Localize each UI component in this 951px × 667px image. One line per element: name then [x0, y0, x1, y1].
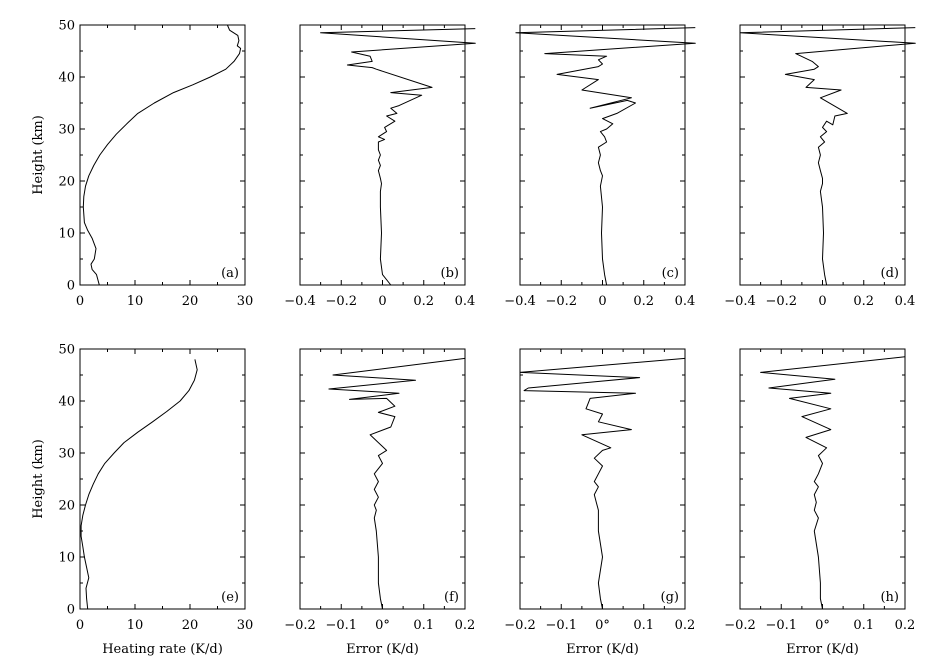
x-tick-label: 0° [375, 618, 390, 633]
x-axis-title: Error (K/d) [786, 642, 859, 657]
data-line [328, 357, 466, 610]
data-line [80, 359, 198, 610]
x-tick-label: −0.1 [765, 618, 797, 633]
panel-frame [519, 348, 686, 610]
y-tick-label: 20 [58, 499, 75, 514]
x-tick-label: 0 [818, 294, 826, 309]
panel-label: (e) [221, 590, 239, 605]
panel-label: (b) [441, 266, 459, 281]
x-tick-label: 0.1 [853, 618, 874, 633]
x-tick-label: −0.2 [724, 618, 756, 633]
x-tick-label: −0.2 [545, 294, 577, 309]
x-tick-label: 0° [595, 618, 610, 633]
x-axis-title: Error (K/d) [566, 642, 639, 657]
panel-label: (f) [444, 590, 459, 605]
data-line [760, 356, 906, 610]
x-tick-label: 0 [76, 618, 84, 633]
x-tick-label: 0.1 [413, 618, 434, 633]
panel-label: (g) [661, 590, 679, 605]
x-tick-label: −0.4 [724, 294, 756, 309]
x-tick-label: 0 [598, 294, 606, 309]
x-tick-label: 0.1 [633, 618, 654, 633]
x-tick-label: 0.2 [853, 294, 874, 309]
x-tick-label: 0° [815, 618, 830, 633]
y-tick-label: 50 [58, 19, 75, 34]
panel-frame [79, 24, 246, 286]
x-tick-label: −0.2 [765, 294, 797, 309]
x-axis-title: Heating rate (K/d) [102, 642, 223, 657]
panel-label: (h) [880, 590, 899, 605]
x-tick-label: −0.2 [284, 618, 316, 633]
panel-frame [299, 348, 466, 610]
y-axis-title: Height (km) [31, 115, 46, 195]
x-tick-label: 0 [76, 294, 84, 309]
x-tick-label: 0.4 [675, 294, 696, 309]
y-tick-label: 0 [67, 279, 75, 294]
x-tick-label: 10 [127, 294, 144, 309]
x-tick-label: 0.2 [413, 294, 434, 309]
panel-frame [79, 348, 246, 610]
panel-frame [739, 348, 906, 610]
x-tick-label: 0.2 [633, 294, 654, 309]
panel-e: 0 10 20 30 0 10 20 30 40 50 (e) Height (km) Heating … [31, 343, 253, 658]
data-line [739, 27, 916, 286]
y-tick-label: 30 [58, 447, 75, 462]
x-tick-label: 0 [378, 294, 386, 309]
panel-d: −0.4 −0.2 0 0.2 0.4 (d) [724, 24, 916, 309]
y-tick-label: 40 [58, 395, 75, 410]
panel-h: −0.2 −0.1 0° 0.1 0.2 (h) Error (K/d) [724, 348, 916, 657]
x-tick-label: 0.2 [455, 618, 476, 633]
x-tick-label: 20 [182, 618, 199, 633]
data-line [515, 27, 696, 286]
x-tick-label: −0.4 [284, 294, 316, 309]
x-tick-label: 0.2 [675, 618, 696, 633]
x-tick-label: 0.4 [455, 294, 476, 309]
x-axis-title: Error (K/d) [346, 642, 419, 657]
x-tick-label: −0.4 [504, 294, 536, 309]
x-tick-label: 0.2 [895, 618, 916, 633]
panel-b: −0.4 −0.2 0 0.2 0.4 (b) [284, 24, 476, 309]
panel-g: −0.2 −0.1 0° 0.1 0.2 (g) Error (K/d) [504, 348, 696, 657]
x-tick-label: 30 [237, 618, 254, 633]
y-axis-title: Height (km) [31, 439, 46, 519]
y-tick-label: 50 [58, 343, 75, 358]
panel-c: −0.4 −0.2 0 0.2 0.4 (c) [504, 24, 696, 309]
y-tick-label: 40 [58, 71, 75, 86]
y-tick-label: 20 [58, 175, 75, 190]
x-tick-label: 0.4 [895, 294, 916, 309]
y-tick-label: 30 [58, 123, 75, 138]
x-tick-label: 20 [182, 294, 199, 309]
data-line [320, 28, 476, 286]
x-tick-label: 10 [127, 618, 144, 633]
panel-frame [299, 24, 466, 286]
y-tick-label: 10 [58, 551, 75, 566]
panel-a: 0 10 20 30 0 10 20 30 40 50 (a) Height (km) [31, 19, 253, 310]
x-tick-label: −0.1 [325, 618, 357, 633]
panel-label: (a) [221, 266, 239, 281]
data-line [82, 24, 242, 286]
y-tick-label: 10 [58, 227, 75, 242]
panel-label: (d) [881, 266, 899, 281]
panel-f: −0.2 −0.1 0° 0.1 0.2 (f) Error (K/d) [284, 348, 476, 657]
x-tick-label: 30 [237, 294, 254, 309]
x-tick-label: −0.2 [325, 294, 357, 309]
data-line [519, 357, 686, 610]
x-tick-label: −0.2 [504, 618, 536, 633]
panel-label: (c) [662, 266, 679, 281]
y-tick-label: 0 [67, 603, 75, 618]
x-tick-label: −0.1 [545, 618, 577, 633]
